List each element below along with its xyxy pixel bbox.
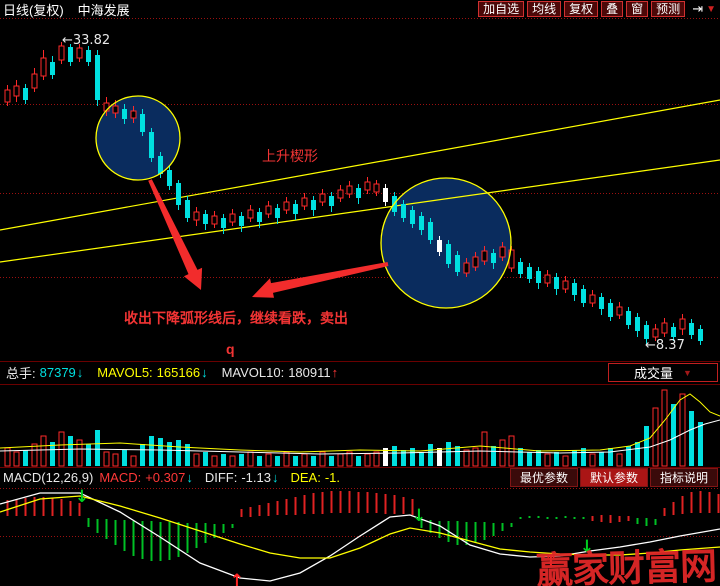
toolbar-button-0[interactable]: 加自选 bbox=[478, 1, 525, 17]
diff-down-arrow-icon: ↓ bbox=[271, 470, 279, 485]
highlight-circle-outlines bbox=[95, 95, 512, 309]
trendlines bbox=[0, 99, 720, 263]
volume-pane-selector[interactable]: 成交量 ▼ bbox=[608, 363, 718, 382]
toolbar-button-4[interactable]: 窗 bbox=[626, 1, 649, 17]
red-arrow bbox=[148, 179, 203, 290]
next-window-icon[interactable]: ⇥ bbox=[692, 1, 704, 16]
candlestick-series bbox=[4, 42, 703, 345]
pane-separators bbox=[0, 18, 720, 489]
macd-label: MACD: bbox=[99, 470, 142, 485]
diff-label: DIFF: bbox=[204, 470, 238, 485]
highlight-circle-outline bbox=[380, 177, 512, 309]
dea-line bbox=[0, 495, 720, 559]
macd-down-arrow-icon: ↓ bbox=[186, 470, 193, 485]
wedge-annotation: 上升楔形 bbox=[262, 148, 318, 164]
dea-label: DEA: bbox=[290, 470, 321, 485]
mavol5-value: 165166 bbox=[156, 365, 201, 380]
toolbar: 加自选 均线 复权叠窗预测 ⇥ ▼ bbox=[478, 0, 720, 18]
diff-line bbox=[0, 492, 720, 582]
price-labels: ←33.82 ←8.37 bbox=[62, 33, 685, 353]
macd-pane: ↓ ↓ ↓ ↑ ↑ bbox=[0, 487, 720, 586]
mavol10-value: 180911 bbox=[288, 365, 331, 380]
mavol10-up-arrow-icon: ↑ bbox=[331, 365, 339, 380]
q-annotation: q bbox=[226, 341, 235, 357]
sell-note-annotation: 收出下降弧形线后，继续看跌，卖出 bbox=[124, 310, 348, 326]
price-label: ←8.37 bbox=[645, 338, 685, 353]
mavol10-line bbox=[0, 419, 720, 455]
sell-signal-arrow-icon: ↓ bbox=[75, 487, 89, 507]
period-label[interactable]: 日线(复权) bbox=[3, 2, 64, 18]
site-watermark: 赢家财富网 bbox=[535, 543, 717, 586]
stock-name: 中海发展 bbox=[77, 2, 130, 18]
volume-pane-header: 总手: 87379 ↓ MAVOL5: 165166 ↓ MAVOL10: 18… bbox=[0, 362, 720, 383]
mavol5-label: MAVOL5: bbox=[97, 365, 153, 380]
highlight-circle-fill bbox=[381, 178, 511, 308]
volume-bars bbox=[0, 389, 720, 467]
annotation-arrows bbox=[148, 179, 389, 298]
macd-pane-header: MACD(12,26,9) MACD: +0.307 ↓ DIFF: -1.13… bbox=[0, 468, 720, 487]
buy-signal-arrow-icon: ↑ bbox=[230, 571, 244, 586]
zongshou-label: 总手: bbox=[6, 366, 36, 381]
red-arrow bbox=[252, 262, 389, 298]
toolbar-dropdown-icon[interactable]: ▼ bbox=[706, 3, 716, 15]
macd-param-button-2[interactable]: 指标说明 bbox=[650, 468, 718, 487]
zongshou-down-arrow-icon: ↓ bbox=[76, 365, 84, 380]
mavol5-line bbox=[0, 393, 720, 453]
sell-signal-arrow-icon: ↓ bbox=[580, 537, 594, 557]
volume-selector-dropdown-icon: ▼ bbox=[683, 367, 692, 378]
toolbar-button-1[interactable]: 均线 bbox=[527, 1, 562, 17]
dea-value: -1. bbox=[324, 470, 340, 485]
diff-value: -1.13 bbox=[241, 470, 271, 485]
macd-indicator-label[interactable]: MACD(12,26,9) bbox=[3, 470, 94, 485]
macd-value: +0.307 bbox=[145, 470, 186, 485]
macd-param-button-1[interactable]: 默认参数 bbox=[580, 468, 648, 487]
highlight-circle-outline bbox=[95, 95, 181, 181]
toolbar-button-2[interactable]: 复权 bbox=[564, 1, 599, 17]
toolbar-button-5[interactable]: 预测 bbox=[651, 1, 686, 17]
toolbar-button-3[interactable]: 叠 bbox=[601, 1, 624, 17]
mavol5-down-arrow-icon: ↓ bbox=[201, 365, 208, 380]
buy-signal-arrow-icon: ↑ bbox=[544, 551, 558, 571]
volume-pane-selector-label: 成交量 bbox=[634, 366, 674, 381]
trendline bbox=[0, 99, 720, 231]
trendline bbox=[0, 159, 720, 263]
title-bar: 日线(复权) 中海发展 加自选 均线 复权叠窗预测 ⇥ ▼ bbox=[0, 0, 720, 18]
toolbar-buttons: 加自选 均线 复权叠窗预测 bbox=[478, 1, 688, 17]
mavol10-label: MAVOL10: bbox=[221, 365, 285, 380]
zongshou-value: 87379 bbox=[39, 365, 76, 380]
sell-signal-arrow-icon: ↓ bbox=[412, 506, 426, 526]
macd-param-buttons: 最优参数 默认参数 指标说明 bbox=[510, 468, 720, 487]
price-label: ←33.82 bbox=[62, 33, 110, 48]
macd-param-button-0[interactable]: 最优参数 bbox=[510, 468, 578, 487]
